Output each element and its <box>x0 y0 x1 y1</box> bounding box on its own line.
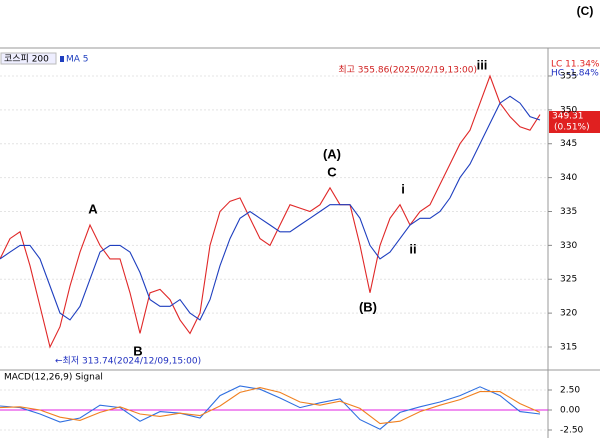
y-tick-label: -2.50 <box>560 426 584 436</box>
y-tick-label: 320 <box>560 309 577 319</box>
annotation: iii <box>477 57 488 72</box>
series-line <box>0 74 541 349</box>
legend-swatch <box>60 56 64 62</box>
legend-label: MA 5 <box>66 55 89 65</box>
y-tick-label: 330 <box>560 241 577 251</box>
annotation: 최고 355.86(2025/02/19,13:00) <box>338 65 477 76</box>
range-label: LC 11.34% <box>551 60 600 70</box>
y-tick-label: 0.00 <box>560 406 580 416</box>
annotation: (B) <box>359 299 377 314</box>
change-label: (0.51%) <box>554 123 590 133</box>
annotation: B <box>133 343 142 358</box>
y-tick-label: 345 <box>560 139 577 149</box>
chart-title: MACD(12,26,9) Signal <box>4 373 103 383</box>
chart-title: 코스피 200 <box>4 54 49 65</box>
series-line <box>0 387 541 425</box>
annotation: (A) <box>323 146 341 161</box>
range-label: HC -1.84% <box>551 69 599 79</box>
y-tick-label: 340 <box>560 173 577 183</box>
series-line <box>0 95 541 321</box>
annotation: ii <box>409 241 416 256</box>
y-tick-label: 2.50 <box>560 386 580 396</box>
y-tick-label: 315 <box>560 342 577 352</box>
title-box <box>0 52 57 65</box>
annotation: C <box>327 164 337 179</box>
corner-label: (C) <box>577 4 594 18</box>
annotation: A <box>88 201 98 216</box>
y-tick-label: 335 <box>560 207 577 217</box>
price-box <box>549 111 600 133</box>
annotation: i <box>401 181 405 196</box>
price-label: 349.31 <box>552 112 584 122</box>
y-tick-label: 350 <box>560 105 577 115</box>
y-tick-label: 355 <box>560 71 577 81</box>
annotation: ←최저 313.74(2024/12/09,15:00) <box>55 356 201 367</box>
series-line <box>0 385 541 430</box>
y-tick-label: 325 <box>560 275 577 285</box>
